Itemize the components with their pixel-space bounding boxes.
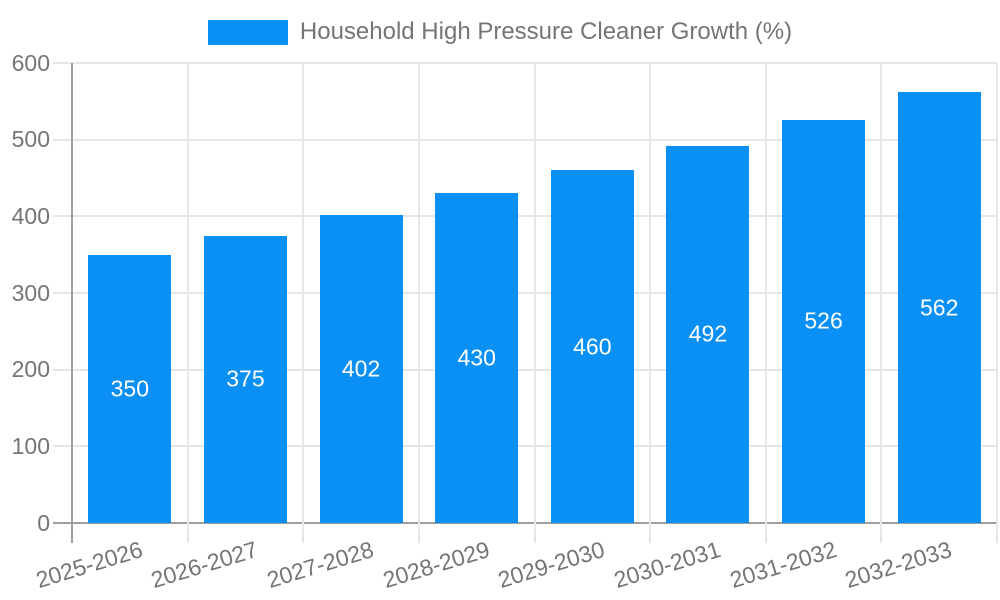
bar-value-label: 430 bbox=[457, 344, 496, 371]
y-axis-tick-label: 400 bbox=[11, 202, 50, 229]
gridline-h bbox=[53, 138, 997, 141]
gridline-h bbox=[53, 62, 997, 64]
bar-value-label: 492 bbox=[688, 320, 728, 347]
legend-label: Household High Pressure Cleaner Growth (… bbox=[299, 18, 793, 45]
bar-value-label: 526 bbox=[804, 307, 843, 334]
gridline-v bbox=[996, 63, 998, 543]
x-axis-tick-label: 2030-2031 bbox=[610, 536, 724, 594]
legend-swatch bbox=[207, 19, 288, 45]
bar-value-label: 562 bbox=[920, 294, 959, 321]
gridline-h bbox=[53, 368, 997, 371]
bar[interactable] bbox=[319, 214, 403, 523]
y-axis-tick-label: 500 bbox=[11, 126, 50, 153]
gridline-v bbox=[186, 63, 189, 543]
x-axis-tick-label: 2025-2026 bbox=[32, 536, 146, 594]
y-axis-tick-label: 0 bbox=[37, 509, 50, 536]
gridline-h bbox=[53, 215, 997, 218]
legend[interactable]: Household High Pressure Cleaner Growth (… bbox=[0, 18, 1000, 45]
bar[interactable] bbox=[203, 235, 287, 523]
gridline-v bbox=[302, 63, 305, 543]
bar[interactable] bbox=[782, 119, 866, 523]
bar-value-label: 402 bbox=[341, 355, 381, 382]
y-axis-tick-label: 200 bbox=[11, 356, 50, 383]
bar[interactable] bbox=[435, 193, 519, 523]
gridline-v bbox=[649, 63, 652, 543]
x-axis-tick-label: 2026-2027 bbox=[148, 536, 262, 594]
gridline-h bbox=[53, 292, 997, 294]
gridline-v bbox=[533, 63, 536, 543]
x-axis-tick-label: 2028-2029 bbox=[379, 536, 493, 594]
x-axis-baseline bbox=[53, 522, 997, 524]
y-axis-tick-label: 100 bbox=[11, 432, 50, 459]
y-axis-tick-label: 300 bbox=[11, 279, 50, 306]
x-axis-tick-label: 2027-2028 bbox=[263, 536, 377, 594]
bar-value-label: 375 bbox=[226, 365, 265, 392]
bar-value-label: 460 bbox=[573, 333, 612, 360]
x-axis-tick-label: 2032-2033 bbox=[841, 536, 955, 594]
gridline-v bbox=[880, 63, 883, 543]
gridline-h bbox=[53, 445, 997, 448]
y-axis-tick-label: 600 bbox=[11, 49, 50, 76]
bar[interactable] bbox=[666, 145, 750, 523]
y-axis-line bbox=[71, 63, 73, 543]
x-axis-tick-label: 2029-2030 bbox=[495, 536, 608, 594]
bar[interactable] bbox=[88, 254, 172, 523]
gridline-v bbox=[764, 63, 767, 543]
bar[interactable] bbox=[897, 92, 981, 523]
gridline-v bbox=[417, 63, 420, 543]
bar[interactable] bbox=[550, 170, 634, 523]
bar-value-label: 350 bbox=[110, 375, 149, 402]
x-axis-tick-label: 2031-2032 bbox=[726, 536, 840, 594]
